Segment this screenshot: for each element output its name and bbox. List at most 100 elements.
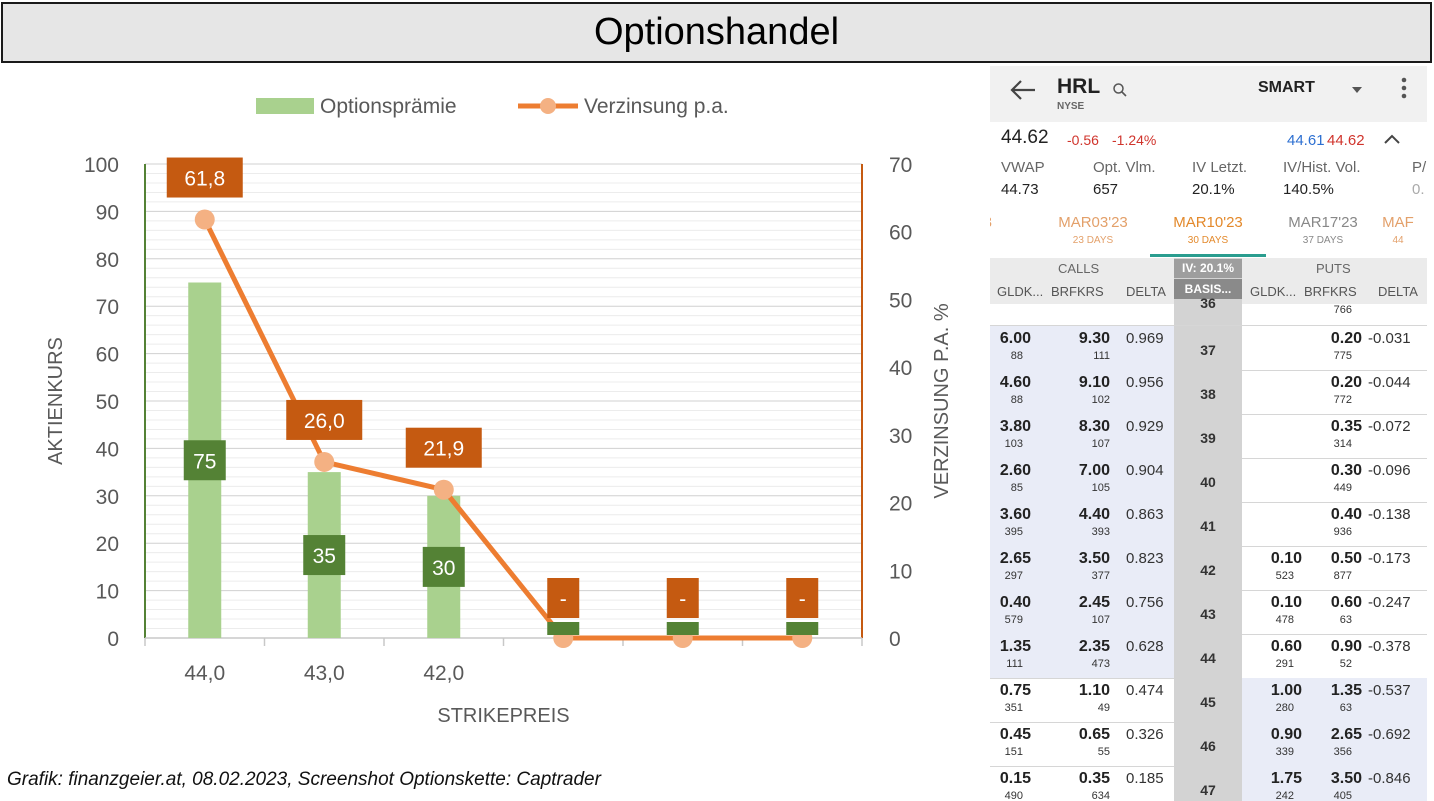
tab-expiry[interactable]: MAR17'23 37 DAYS	[1268, 206, 1378, 258]
put-bid: 1.75	[1270, 770, 1302, 787]
option-row[interactable]: 0.40 579 2.45 107 0.756 43 0.10 478 0.60 63 -0.247	[990, 590, 1427, 635]
strike-cell-bg	[1174, 634, 1242, 678]
put-ask-size: 52	[1339, 658, 1352, 670]
line-point	[433, 479, 454, 500]
call-ask: 0.65	[1078, 726, 1110, 743]
call-bid-size: 297	[1004, 570, 1023, 582]
bar-data-label-box	[547, 622, 580, 635]
price-change-pct: -1.24%	[1112, 132, 1157, 148]
route-label: SMART	[1258, 79, 1315, 96]
option-row[interactable]: 4.60 88 9.10 102 0.956 38 0.20 772 -0.044	[990, 370, 1427, 415]
legend-label-bars: Optionsprämie	[320, 95, 457, 118]
y2-tick-label: 30	[889, 425, 912, 448]
partial-strike: 36	[1200, 295, 1216, 311]
bar-data-label-box	[303, 535, 346, 576]
bid-price: 44.61	[1287, 132, 1325, 149]
stat-label: P/	[1412, 159, 1427, 176]
option-row[interactable]: 3.80 103 8.30 107 0.929 39 0.35 314 -0.072	[990, 414, 1427, 459]
back-arrow-icon[interactable]	[1008, 77, 1038, 103]
call-ask: 7.00	[1078, 462, 1110, 479]
strike-cell-bg	[1174, 458, 1242, 502]
call-ask-size: 102	[1091, 394, 1110, 406]
strike-price: 47	[1200, 782, 1216, 798]
more-menu-icon[interactable]	[1400, 76, 1408, 102]
call-ask-header: BRFKRS	[1051, 284, 1104, 299]
y2-tick-label: 60	[889, 222, 912, 245]
option-row[interactable]: 1.35 111 2.35 473 0.628 44 0.60 291 0.90 52 -0.378	[990, 634, 1427, 679]
tab-expiry[interactable]: 4'23 AYS	[990, 206, 1033, 258]
expiry-days: AYS	[990, 235, 1033, 246]
expiry-days: 30 DAYS	[1187, 235, 1229, 246]
option-row[interactable]: 6.00 88 9.30 111 0.969 37 0.20 775 -0.031	[990, 326, 1427, 371]
y2-tick-label: 10	[889, 560, 912, 583]
option-row[interactable]: 2.60 85 7.00 105 0.904 40 0.30 449 -0.096	[990, 458, 1427, 503]
search-icon[interactable]	[1112, 82, 1128, 98]
itm-highlight	[990, 326, 1174, 370]
y-tick-label: 100	[84, 154, 119, 177]
tab-expiry[interactable]: MAR03'23 23 DAYS	[1038, 206, 1148, 258]
call-delta: 0.969	[1126, 330, 1164, 347]
strike-price: 38	[1200, 386, 1216, 402]
expiry-date: MAF	[1382, 214, 1414, 231]
option-row[interactable]: 0.45 151 0.65 55 0.326 46 0.90 339 2.65 356 -0.692	[990, 722, 1427, 767]
y-tick-label: 80	[96, 249, 119, 272]
option-row[interactable]: 0.15 490 0.35 634 0.185 47 1.75 242 3.50 405 -0.84…	[990, 766, 1427, 801]
strike-price: 37	[1200, 342, 1216, 358]
itm-highlight	[990, 502, 1174, 546]
exchange-label: NYSE	[1057, 101, 1085, 112]
call-bid: 2.60	[999, 462, 1031, 479]
tab-expiry[interactable]: MAF 44	[1343, 206, 1427, 258]
itm-highlight	[990, 590, 1174, 634]
call-bid-size: 88	[1010, 350, 1023, 362]
bar-data-label-box	[786, 622, 819, 635]
call-bid: 0.15	[999, 770, 1031, 787]
y2-tick-label: 20	[889, 493, 912, 516]
line-point	[194, 209, 215, 230]
itm-highlight	[990, 546, 1174, 590]
put-bid-size: 280	[1275, 702, 1294, 714]
option-row[interactable]: 0.75 351 1.10 49 0.474 45 1.00 280 1.35 63 -0.537	[990, 678, 1427, 723]
app-header	[990, 66, 1427, 122]
call-delta: 0.904	[1126, 462, 1164, 479]
put-bid-size: 478	[1275, 614, 1294, 626]
call-ask: 3.50	[1078, 550, 1110, 567]
put-bid: 0.10	[1270, 594, 1302, 611]
y2-axis-title: VERZINSUNG P.A. %	[931, 303, 953, 498]
chart-area: 0 10 20 30 40 50 60 70 80 90 100 0 10 20 30 40 50 60 70 44,…	[0, 66, 983, 766]
stat-label: IV/Hist. Vol.	[1283, 159, 1361, 176]
put-bid-size: 291	[1275, 658, 1294, 670]
line-data-label: -	[679, 588, 686, 611]
iv-badge: IV: 20.1%	[1174, 259, 1242, 278]
strike-cell-bg	[1174, 414, 1242, 458]
y-tick-label: 10	[96, 581, 119, 604]
y2-tick-label: 50	[889, 289, 912, 312]
put-ask: 0.40	[1330, 506, 1362, 523]
put-ask-size: 356	[1333, 746, 1352, 758]
line-data-label-box	[166, 157, 243, 198]
call-delta: 0.863	[1126, 506, 1164, 523]
expiry-date: MAR17'23	[1288, 214, 1358, 231]
y-tick-label: 70	[96, 296, 119, 319]
put-ask: 0.50	[1330, 550, 1362, 567]
option-row[interactable]: 3.60 395 4.40 393 0.863 41 0.40 936 -0.138	[990, 502, 1427, 547]
call-bid-size: 88	[1010, 394, 1023, 406]
call-ask: 2.45	[1078, 594, 1110, 611]
put-ask-size: 775	[1333, 350, 1352, 362]
line-data-label-box	[666, 578, 699, 618]
call-ask: 2.35	[1078, 638, 1110, 655]
itm-highlight	[990, 370, 1174, 414]
page-title: Optionshandel	[593, 11, 840, 53]
put-ask: 0.20	[1330, 374, 1362, 391]
option-row[interactable]: 2.65 297 3.50 377 0.823 42 0.10 523 0.50 877 -0.17…	[990, 546, 1427, 591]
put-delta: -0.044	[1368, 374, 1411, 391]
y-tick-label: 30	[96, 486, 119, 509]
tab-expiry[interactable]: MAR10'23 30 DAYS	[1150, 206, 1266, 258]
chevron-up-icon[interactable]	[1382, 132, 1402, 146]
call-delta: 0.326	[1126, 726, 1164, 743]
strike-cell-bg	[1174, 590, 1242, 634]
stat-value: 20.1%	[1192, 181, 1235, 198]
strike-price: 46	[1200, 738, 1216, 754]
route-dropdown[interactable]: SMART	[1258, 79, 1368, 103]
put-ask: 0.30	[1330, 462, 1362, 479]
call-bid: 0.75	[999, 682, 1031, 699]
